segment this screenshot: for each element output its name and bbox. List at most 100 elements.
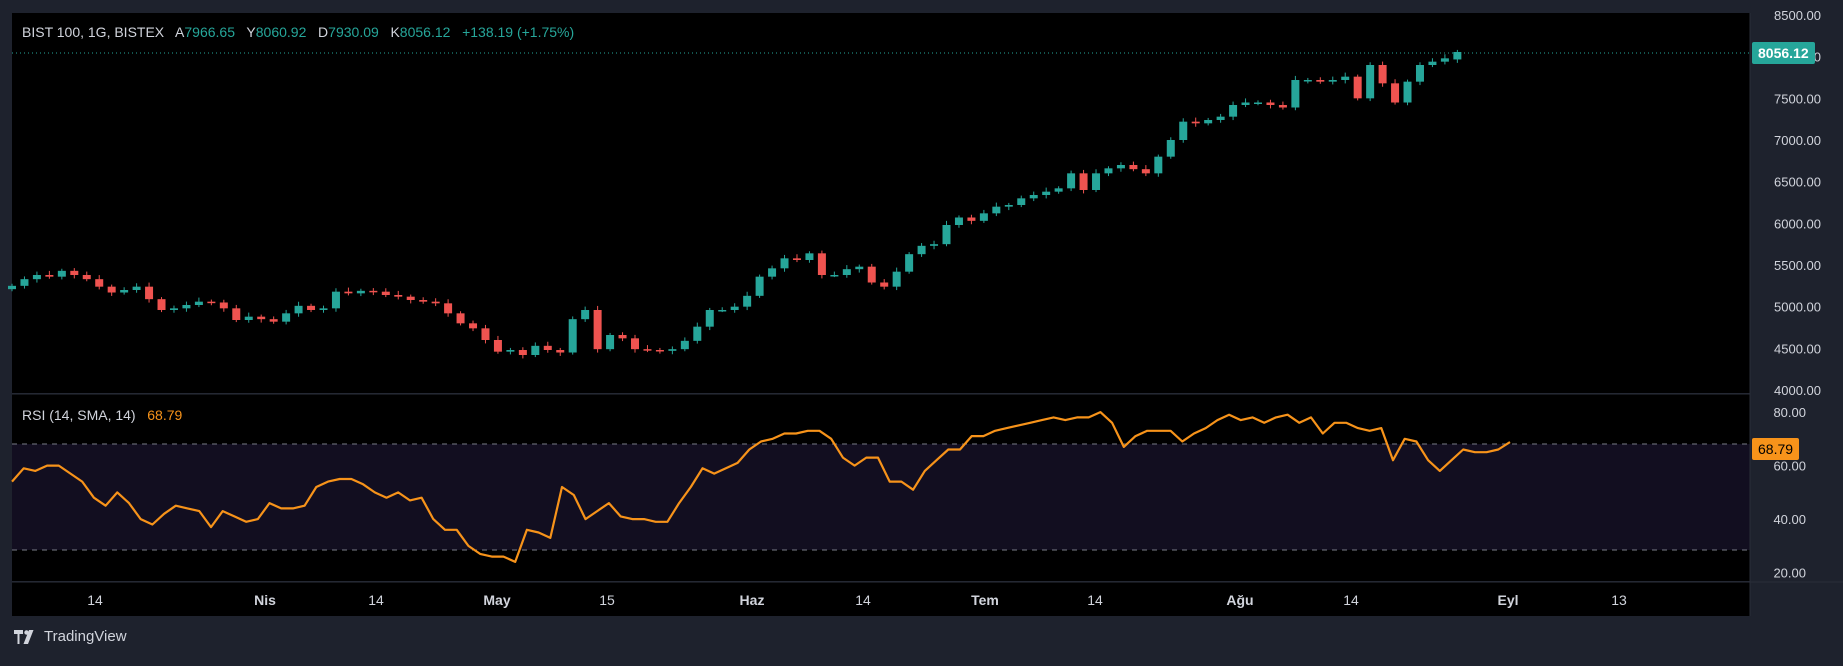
candle-body [643, 349, 652, 351]
candle-body [182, 305, 191, 309]
candle-body [157, 299, 166, 310]
candle-body [207, 301, 216, 304]
candle-body [880, 282, 889, 287]
candle-body [307, 305, 316, 310]
candle-body [905, 254, 914, 272]
candle-body [431, 301, 440, 304]
candle-body [331, 291, 340, 309]
candle-body [481, 328, 490, 340]
candle-body [1241, 102, 1250, 105]
high-label: Y [246, 24, 256, 40]
candle-body [992, 206, 1001, 214]
time-tick-label: Nis [254, 592, 276, 608]
tradingview-brand[interactable]: TradingView [14, 628, 127, 645]
candle-body [282, 313, 291, 322]
candle-body [1266, 102, 1275, 105]
candle-body [145, 286, 154, 300]
candle-body [1378, 65, 1387, 84]
candle-body [967, 217, 976, 221]
candle-body [892, 271, 901, 287]
time-tick-label: 14 [368, 592, 384, 608]
candle-body [531, 345, 540, 355]
price-tick-label: 4500.00 [1774, 341, 1821, 356]
brand-name: TradingView [44, 628, 127, 645]
time-tick-label: Ağu [1226, 592, 1253, 608]
candle-body [1179, 121, 1188, 140]
candle-body [1254, 102, 1262, 104]
rsi-tick-label: 20.00 [1773, 566, 1806, 581]
candle-body [593, 310, 602, 350]
candle-body [518, 350, 527, 355]
candle-body [1453, 51, 1462, 60]
rsi-tick-label: 40.00 [1773, 512, 1806, 527]
candle-body [57, 270, 66, 277]
time-tick-label: Eyl [1497, 592, 1518, 608]
rsi-label[interactable]: RSI (14, SMA, 14) [22, 407, 136, 423]
candle-body [95, 279, 104, 287]
change-value: +138.19 (+1.75%) [462, 24, 575, 40]
candle-body [705, 310, 714, 327]
time-tick-label: Haz [740, 592, 765, 608]
candle-body [1116, 165, 1125, 169]
candle-body [581, 310, 590, 320]
candle-body [394, 295, 403, 297]
candle-body [680, 340, 689, 350]
candle-body [631, 338, 639, 350]
time-axis[interactable] [12, 582, 1750, 616]
candle-body [1067, 173, 1076, 189]
candle-body [718, 310, 727, 312]
price-tick-label: 7000.00 [1774, 133, 1821, 148]
candle-body [45, 275, 54, 277]
candle-body [344, 291, 353, 294]
candle-body [1129, 165, 1138, 170]
tradingview-logo-icon [14, 629, 34, 644]
rsi-legend-value: 68.79 [147, 407, 183, 423]
main-legend[interactable]: BIST 100, 1G, BISTEX A7966.65 Y8060.92 D… [22, 24, 574, 40]
price-tick-label: 5500.00 [1774, 258, 1821, 273]
candle-body [20, 279, 29, 286]
candle-body [655, 350, 664, 352]
candle-body [1366, 65, 1375, 99]
candle-body [1154, 156, 1163, 174]
candle-body [456, 313, 465, 324]
time-tick-label: 14 [1087, 592, 1103, 608]
candle-body [668, 349, 677, 351]
time-tick-label: 14 [87, 592, 103, 608]
candle-body [1278, 105, 1287, 108]
close-label: K [390, 24, 400, 40]
candle-body [506, 350, 515, 352]
candle-body [1054, 188, 1063, 192]
price-tick-label: 6500.00 [1774, 175, 1821, 190]
candle-body [132, 286, 141, 290]
main-pane[interactable] [12, 13, 1750, 393]
candle-body [805, 253, 814, 260]
candle-body [169, 308, 178, 310]
candle-body [444, 303, 453, 314]
candle-body [1079, 173, 1088, 190]
symbol-label[interactable]: BIST 100, 1G, BISTEX [22, 24, 165, 40]
high-value: 8060.92 [255, 24, 307, 40]
candle-body [1042, 191, 1051, 195]
low-label: D [318, 24, 329, 40]
time-tick-label: 14 [1343, 592, 1359, 608]
candle-body [381, 291, 390, 295]
rsi-ticks: 80.00 60.00 40.00 20.00 [1773, 405, 1806, 581]
price-tick-label: 5000.00 [1774, 300, 1821, 315]
candle-body [917, 245, 926, 255]
candle-body [842, 269, 851, 275]
candle-body [1216, 116, 1225, 120]
time-tick-label: May [483, 592, 510, 608]
candle-body [107, 286, 116, 293]
price-tick-label: 6000.00 [1774, 216, 1821, 231]
candle-body [82, 275, 91, 280]
candle-body [606, 335, 615, 350]
close-value: 8056.12 [399, 24, 451, 40]
price-axis[interactable] [1750, 13, 1843, 581]
candle-body [1391, 83, 1400, 103]
rsi-legend[interactable]: RSI (14, SMA, 14) 68.79 [22, 407, 182, 423]
candle-body [1104, 168, 1113, 174]
candle-body [618, 335, 627, 339]
candle-body [32, 275, 41, 280]
